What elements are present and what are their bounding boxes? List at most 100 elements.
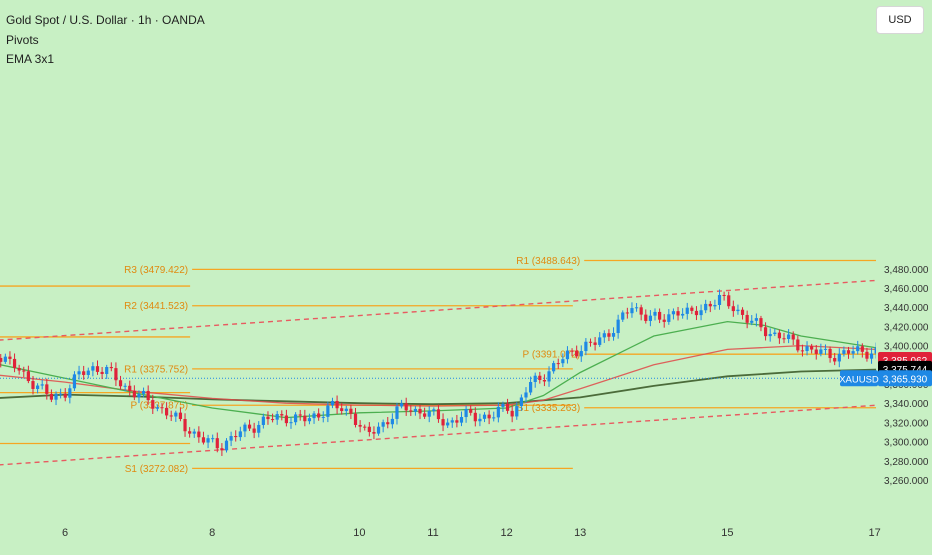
candle-body (487, 414, 491, 419)
pivot-level-label: P (3391.072) (523, 350, 581, 361)
candle-body (72, 374, 77, 389)
candle-body (538, 375, 542, 381)
candle-body (59, 393, 63, 395)
candle-body (105, 366, 109, 374)
pivot-level-label: R1 (3375.752) (124, 364, 188, 375)
candle-body (782, 338, 786, 340)
candle-body (266, 416, 270, 420)
candle-body (621, 312, 625, 320)
candle-body (395, 406, 399, 419)
candle-body (372, 432, 376, 434)
candle-body (275, 414, 279, 420)
candle-body (561, 359, 565, 364)
candle-body (856, 346, 860, 352)
channel-lower-line (0, 400, 932, 466)
candle-body (330, 400, 335, 406)
pivot-level-label: R3 (3479.422) (124, 265, 188, 276)
candle-body (450, 420, 454, 423)
candle-body (699, 310, 703, 316)
time-tick-label: 11 (427, 527, 438, 539)
candle-body (215, 438, 219, 449)
candle-body (353, 413, 358, 425)
candle-body (183, 418, 187, 432)
candle-body (118, 380, 123, 387)
price-tick-label: 3,480.000 (884, 265, 929, 276)
symbol-tag[interactable] (840, 370, 878, 387)
candle-body (418, 408, 422, 414)
candle-body (146, 390, 150, 401)
price-tick-label: 3,260.000 (884, 476, 929, 487)
candle-body (261, 416, 265, 425)
candle-body (713, 304, 717, 307)
candle-body (26, 371, 30, 382)
candle-body (602, 333, 606, 338)
candle-body (819, 349, 823, 354)
candle-body (745, 314, 749, 323)
candle-body (510, 410, 514, 417)
candle-body (492, 417, 496, 419)
candle-body (593, 342, 597, 345)
candle-body (86, 370, 90, 375)
candle-body (409, 410, 413, 412)
candle-body (533, 375, 537, 382)
indicator-pivots-label[interactable]: Pivots (6, 33, 39, 47)
candle-body (307, 418, 312, 422)
candle-body (639, 307, 643, 315)
candle-body (575, 350, 579, 357)
candle-body (151, 400, 155, 409)
candle-body (482, 414, 487, 419)
candle-body (141, 390, 146, 394)
candle-body (381, 422, 385, 427)
candle-body (842, 350, 846, 354)
symbol-tag-label: XAUUSD (839, 374, 879, 385)
candle-body (312, 413, 316, 419)
candle-body (634, 307, 639, 309)
indicator-ema-label[interactable]: EMA 3x1 (6, 52, 55, 66)
candle-body (31, 381, 35, 389)
candle-body (155, 407, 159, 409)
candle-body (805, 346, 809, 351)
candle-body (690, 307, 694, 311)
candle-body (791, 334, 795, 340)
candle-body (459, 417, 464, 423)
price-axis-panel[interactable] (876, 0, 932, 550)
candle-body (814, 349, 818, 354)
candle-body (777, 332, 781, 339)
candle-body (542, 380, 547, 382)
candle-body (759, 318, 763, 328)
candle-body (731, 306, 735, 312)
time-axis-panel[interactable] (0, 520, 876, 550)
candle-body (773, 332, 777, 335)
pivot-level-label: S1 (3272.082) (125, 464, 188, 475)
candle-body (658, 311, 662, 320)
candle-body (247, 424, 252, 429)
candle-body (694, 310, 699, 316)
price-tick-label: 3,320.000 (884, 418, 929, 429)
pivot-level-label: P (3337.875) (130, 401, 188, 412)
candle-body (505, 403, 510, 411)
candle-body (704, 303, 708, 311)
candle-body (229, 436, 233, 441)
candle-body (298, 414, 302, 416)
candle-body (441, 419, 445, 426)
currency-selector[interactable]: USD (876, 6, 924, 34)
candle-body (197, 431, 201, 438)
pivot-level-label: R2 (3441.523) (124, 301, 188, 312)
candle-body (598, 337, 602, 345)
candle-body (676, 311, 680, 316)
price-tag-label: 3,365.930 (883, 374, 928, 385)
candle-body (653, 311, 657, 316)
candle-body (201, 437, 206, 443)
candle-body (671, 311, 676, 315)
price-tick-label: 3,460.000 (884, 284, 929, 295)
candle-body (750, 320, 754, 323)
candle-body (386, 422, 390, 425)
candle-body (667, 314, 671, 322)
candle-body (464, 408, 468, 418)
candle-body (800, 350, 805, 352)
price-tag[interactable] (878, 370, 932, 387)
candle-body (95, 366, 100, 372)
candle-body (869, 353, 874, 359)
